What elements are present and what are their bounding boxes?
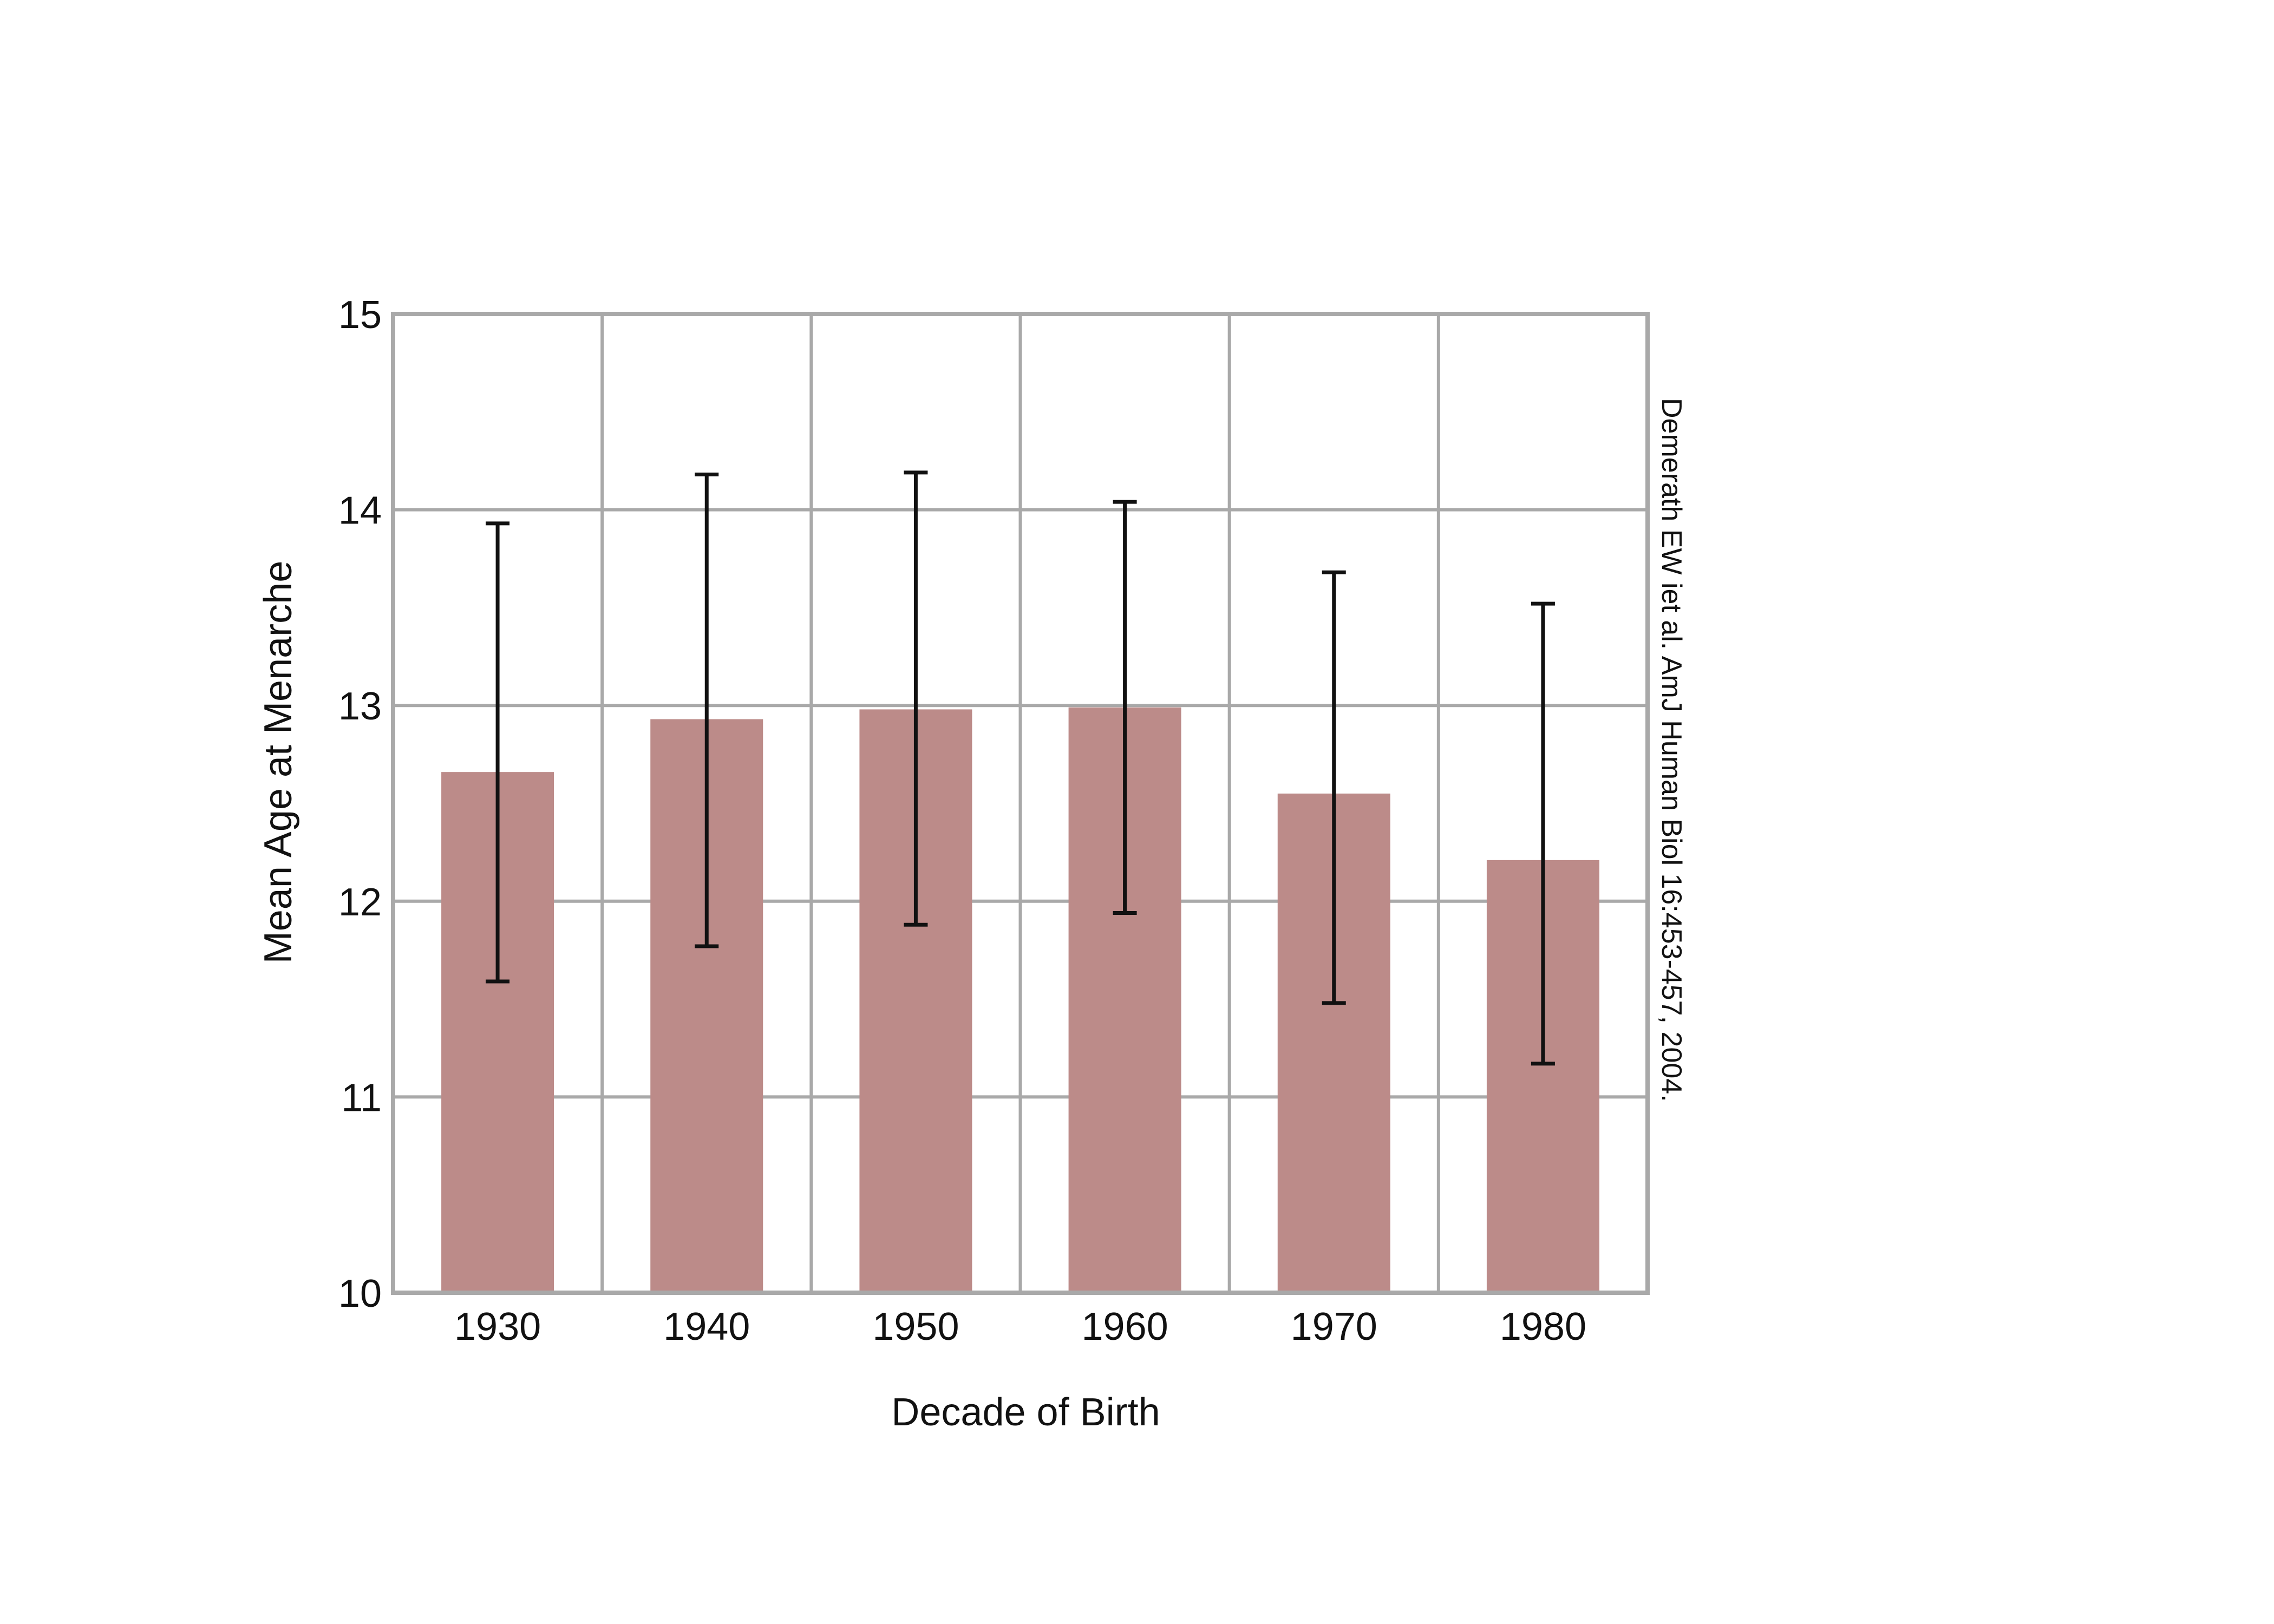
error-bar-1980 xyxy=(1531,601,1555,1066)
error-bar-1930 xyxy=(486,521,510,984)
x-tick-label: 1970 xyxy=(1291,1305,1377,1348)
y-tick-label: 12 xyxy=(338,881,382,924)
x-tick-label: 1950 xyxy=(872,1305,959,1348)
citation-annotation: Demerath EW iet al. AmJ Human Biol 16:45… xyxy=(1656,398,1687,1102)
plot-frame xyxy=(391,312,1650,1295)
error-bar-1950 xyxy=(904,470,928,927)
y-tick-label: 10 xyxy=(338,1272,382,1315)
y-tick-labels: 10 11 12 13 14 15 xyxy=(338,293,382,1315)
x-tick-label: 1940 xyxy=(663,1305,750,1348)
error-bar-1970 xyxy=(1322,570,1346,1005)
y-tick-label: 15 xyxy=(338,293,382,337)
x-tick-label: 1930 xyxy=(454,1305,541,1348)
y-tick-label: 13 xyxy=(338,685,382,728)
x-tick-labels: 1930 1940 1950 1960 1970 1980 xyxy=(454,1305,1586,1348)
y-axis-title: Mean Age at Menarche xyxy=(257,561,300,964)
x-tick-label: 1960 xyxy=(1081,1305,1168,1348)
grid-lines xyxy=(393,314,1648,1293)
error-bar-1940 xyxy=(695,473,719,948)
error-bars xyxy=(486,470,1555,1066)
error-bar-1960 xyxy=(1113,500,1137,915)
y-tick-label: 14 xyxy=(338,489,382,533)
x-axis-title: Decade of Birth xyxy=(891,1391,1160,1434)
x-tick-label: 1980 xyxy=(1500,1305,1586,1348)
y-tick-label: 11 xyxy=(341,1076,382,1119)
